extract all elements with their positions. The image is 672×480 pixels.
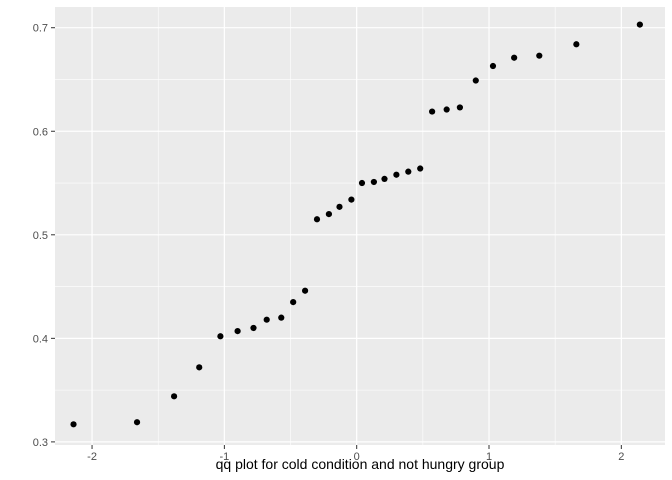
x-tick-label: 1 (486, 451, 492, 463)
grid-major (55, 7, 665, 445)
data-points (70, 21, 643, 428)
data-point (196, 364, 203, 371)
x-tick-label: 2 (618, 451, 624, 463)
data-point (290, 299, 297, 306)
data-point (370, 178, 377, 186)
data-point (536, 52, 543, 59)
data-point (429, 108, 436, 115)
data-point (170, 393, 178, 400)
data-point (456, 104, 464, 111)
data-point (511, 54, 518, 61)
data-point (234, 327, 241, 335)
data-point (133, 419, 141, 426)
data-point (70, 421, 77, 428)
y-tick-label: 0.6 (33, 126, 48, 138)
data-point (393, 171, 400, 178)
data-point (301, 287, 309, 294)
data-point (217, 333, 224, 340)
plot-panel (55, 7, 665, 445)
y-tick-label: 0.4 (33, 333, 48, 345)
data-point (443, 106, 450, 113)
data-point (278, 314, 285, 321)
y-tick-label: 0.3 (33, 437, 48, 449)
data-point (573, 41, 580, 48)
data-point (636, 21, 643, 28)
data-point (263, 316, 270, 323)
y-axis: 0.3 0.4 0.5 0.6 0.7 (33, 23, 55, 449)
x-tick-label: 0 (354, 451, 360, 463)
data-point (472, 77, 479, 84)
data-point (489, 62, 497, 70)
data-point (325, 210, 333, 218)
data-point (348, 196, 355, 203)
data-point (250, 324, 257, 332)
x-axis: -2 -1 0 1 2 (87, 445, 624, 463)
data-point (381, 175, 388, 182)
data-point (405, 168, 412, 175)
data-point (358, 179, 366, 187)
data-point (313, 216, 321, 223)
y-tick-label: 0.7 (33, 23, 48, 35)
data-point (417, 165, 424, 172)
x-tick-label: -2 (87, 451, 97, 463)
x-tick-label: -1 (219, 451, 229, 463)
y-tick-label: 0.5 (33, 230, 48, 242)
data-point (336, 203, 343, 210)
x-axis-title: qq plot for cold condition and not hungr… (216, 456, 505, 472)
